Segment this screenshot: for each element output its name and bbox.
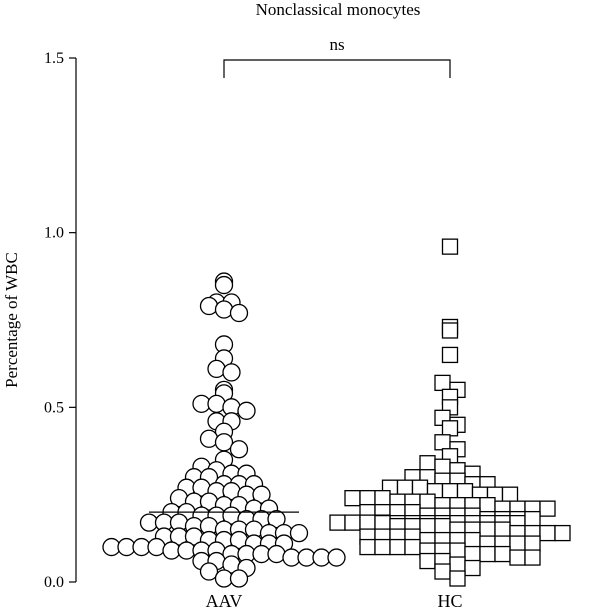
y-tick-label: 0.5 [44,399,64,416]
hc-point [494,521,511,538]
significance-bracket: ns [223,35,451,78]
significance-label: ns [329,35,344,54]
y-tick-label: 1.0 [44,225,64,242]
hc-point [434,563,451,580]
aav-point [289,523,309,543]
hc-point [344,514,361,531]
hc-point [509,510,526,528]
hc-point [554,524,571,542]
median-lines [149,511,525,517]
hc-point [419,455,436,472]
hc-point [374,490,391,507]
hc-point [344,490,361,507]
hc-point [419,552,436,570]
aav-point [199,562,219,581]
aav-point [252,485,271,504]
hc-point [464,559,481,577]
aav-point [207,359,226,379]
hc-point [449,542,466,559]
hc-point [434,517,451,535]
hc-point [389,538,406,556]
hc-point [434,374,451,392]
hc-point [494,545,511,563]
aav-point [229,303,249,323]
hc-point [479,496,496,514]
hc-point [419,493,436,510]
hc-point [449,570,466,587]
hc-point [456,483,474,500]
hc-point [441,346,459,364]
hc-point [359,490,376,507]
hc-point [404,538,421,556]
hc-point [479,521,496,538]
hc-point [479,545,496,563]
hc-point [524,549,541,566]
x-category-label: AAV [206,591,243,611]
aav-point [267,544,286,564]
hc-point [359,514,376,531]
hc-point [524,510,541,528]
hc-point [441,322,459,339]
aav-point [237,401,256,420]
aav-point [199,429,219,448]
hc-point [539,524,556,542]
hc-point [404,503,421,521]
aav-point [214,300,234,319]
y-tick-label: 1.5 [44,50,64,67]
aav-point [229,569,249,588]
hc-point [509,535,526,552]
hc-point [524,535,541,552]
hc-point [509,549,526,566]
y-axis-label: Percentage of WBC [2,252,21,388]
hc-point [359,538,376,556]
y-tick-label: 0.0 [44,574,64,591]
hc-point [441,420,459,437]
hc-point [449,556,466,573]
hc-point [501,486,519,503]
hc-point [441,238,459,255]
aav-point [327,548,346,567]
hc-point [419,517,436,535]
hc-point [396,479,414,496]
hc-point [389,503,406,521]
aav-point [199,296,219,316]
chart-title: Nonclassical monocytes [256,0,421,19]
aav-point [222,363,241,382]
tick-labels: 0.0 0.5 1.0 1.5 AAV HC [44,50,463,611]
bracket-line [223,59,451,78]
hc-point [374,538,391,556]
hc-point [374,514,391,531]
x-category-label: HC [437,591,462,611]
aav-point [267,509,286,529]
axes [69,57,77,583]
data-points [102,238,571,588]
aav-point [207,394,226,413]
hc-point [411,479,429,496]
hc-point [464,531,481,549]
hc-point [464,545,481,563]
aav-point [147,537,166,557]
aav-point [214,275,234,295]
aav-point [229,440,249,459]
hc-point [539,500,556,517]
hc-point [434,434,451,451]
hc-point [434,458,451,475]
hc-point [329,514,346,531]
hc-point [441,483,459,500]
